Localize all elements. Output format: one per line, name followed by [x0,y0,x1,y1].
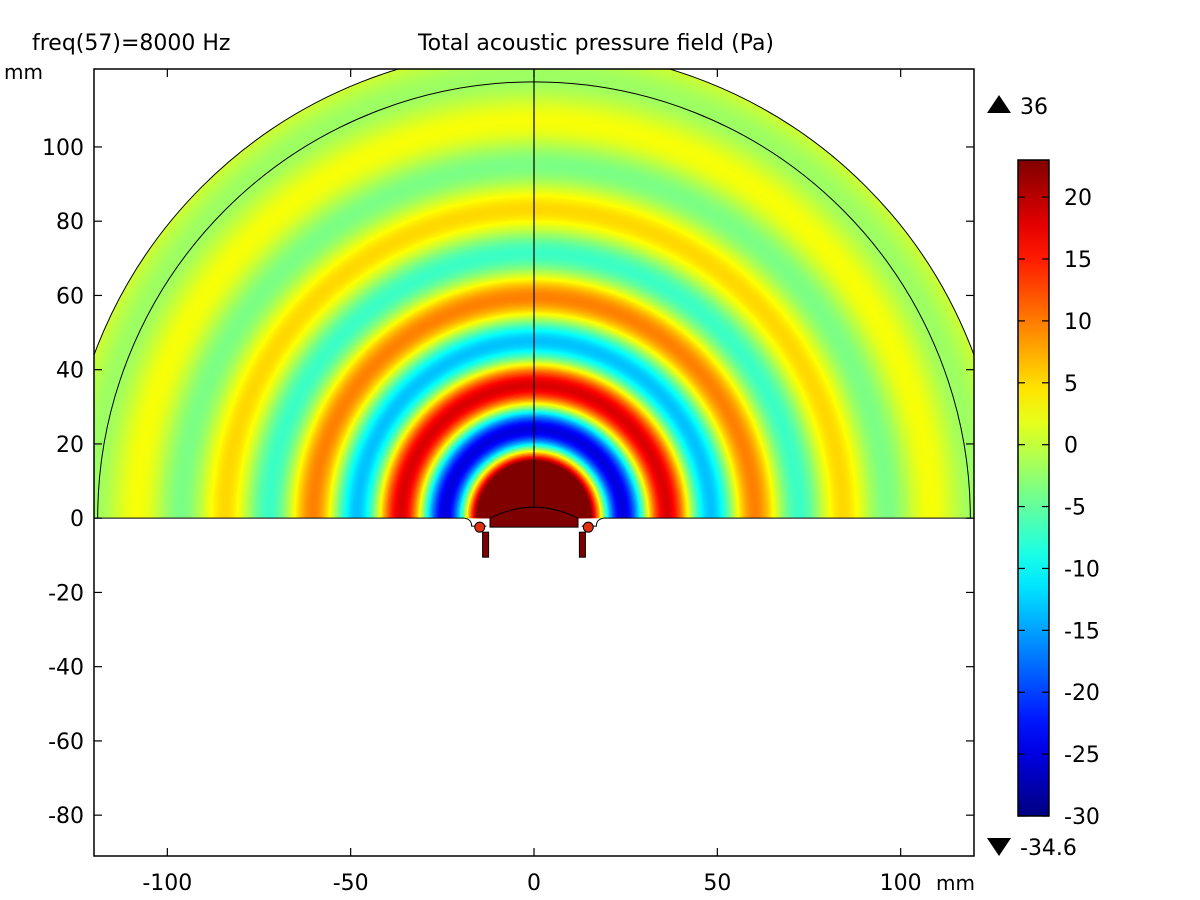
y-tick-label: 0 [70,507,84,532]
frequency-label: freq(57)=8000 Hz [32,31,230,56]
y-axis-unit: mm [4,60,43,84]
x-axis-unit: mm [936,871,975,895]
y-tick-label: -40 [48,656,84,681]
speaker-surround [582,521,594,533]
colorbar-tick-label: 15 [1064,248,1092,273]
x-tick-label: -50 [333,871,369,896]
colorbar-tick-label: 0 [1064,434,1078,459]
speaker-wall [482,531,490,558]
max-marker-icon [987,95,1011,113]
colorbar-tick-label: -30 [1064,805,1100,830]
y-axis: 100 80 60 40 20 0 -20 -40 -60 -80 [42,136,974,829]
speaker-rim [581,517,604,527]
colorbar-tick-label: -15 [1064,619,1100,644]
colorbar-tick-label: 5 [1064,372,1078,397]
x-tick-label: 0 [527,871,541,896]
colorbar-tick-label: 10 [1064,310,1092,335]
speaker-rim [464,517,487,527]
colorbar-tick-label: 20 [1064,186,1092,211]
colorbar-ticks: 20 15 10 5 0 -5 -10 -15 -20 -25 -30 [1018,186,1100,830]
speaker-dome [489,506,579,528]
y-tick-label: 40 [56,359,84,384]
colorbar [1017,159,1050,817]
y-tick-label: -80 [48,804,84,829]
y-tick-label: 60 [56,284,84,309]
colorbar-tick-label: -5 [1064,496,1086,521]
colorbar-tick-label: -20 [1064,681,1100,706]
y-tick-label: -60 [48,730,84,755]
colorbar-tick-label: -25 [1064,743,1100,768]
min-value-label: -34.6 [1020,836,1077,861]
x-tick-label: -100 [142,871,192,896]
x-axis: -100 -50 0 50 100 [142,69,922,896]
y-tick-label: -20 [48,581,84,606]
min-marker-icon [987,838,1011,856]
y-tick-label: 100 [42,136,84,161]
y-tick-label: 20 [56,433,84,458]
max-value-label: 36 [1020,95,1048,120]
speaker-geometry [464,506,604,558]
speaker-wall [578,531,586,558]
x-tick-label: 50 [703,871,731,896]
x-tick-label: 100 [880,871,922,896]
colorbar-tick-label: -10 [1064,557,1100,582]
chart-title: Total acoustic pressure field (Pa) [417,31,774,56]
y-tick-label: 80 [56,210,84,235]
speaker-surround [474,521,486,533]
